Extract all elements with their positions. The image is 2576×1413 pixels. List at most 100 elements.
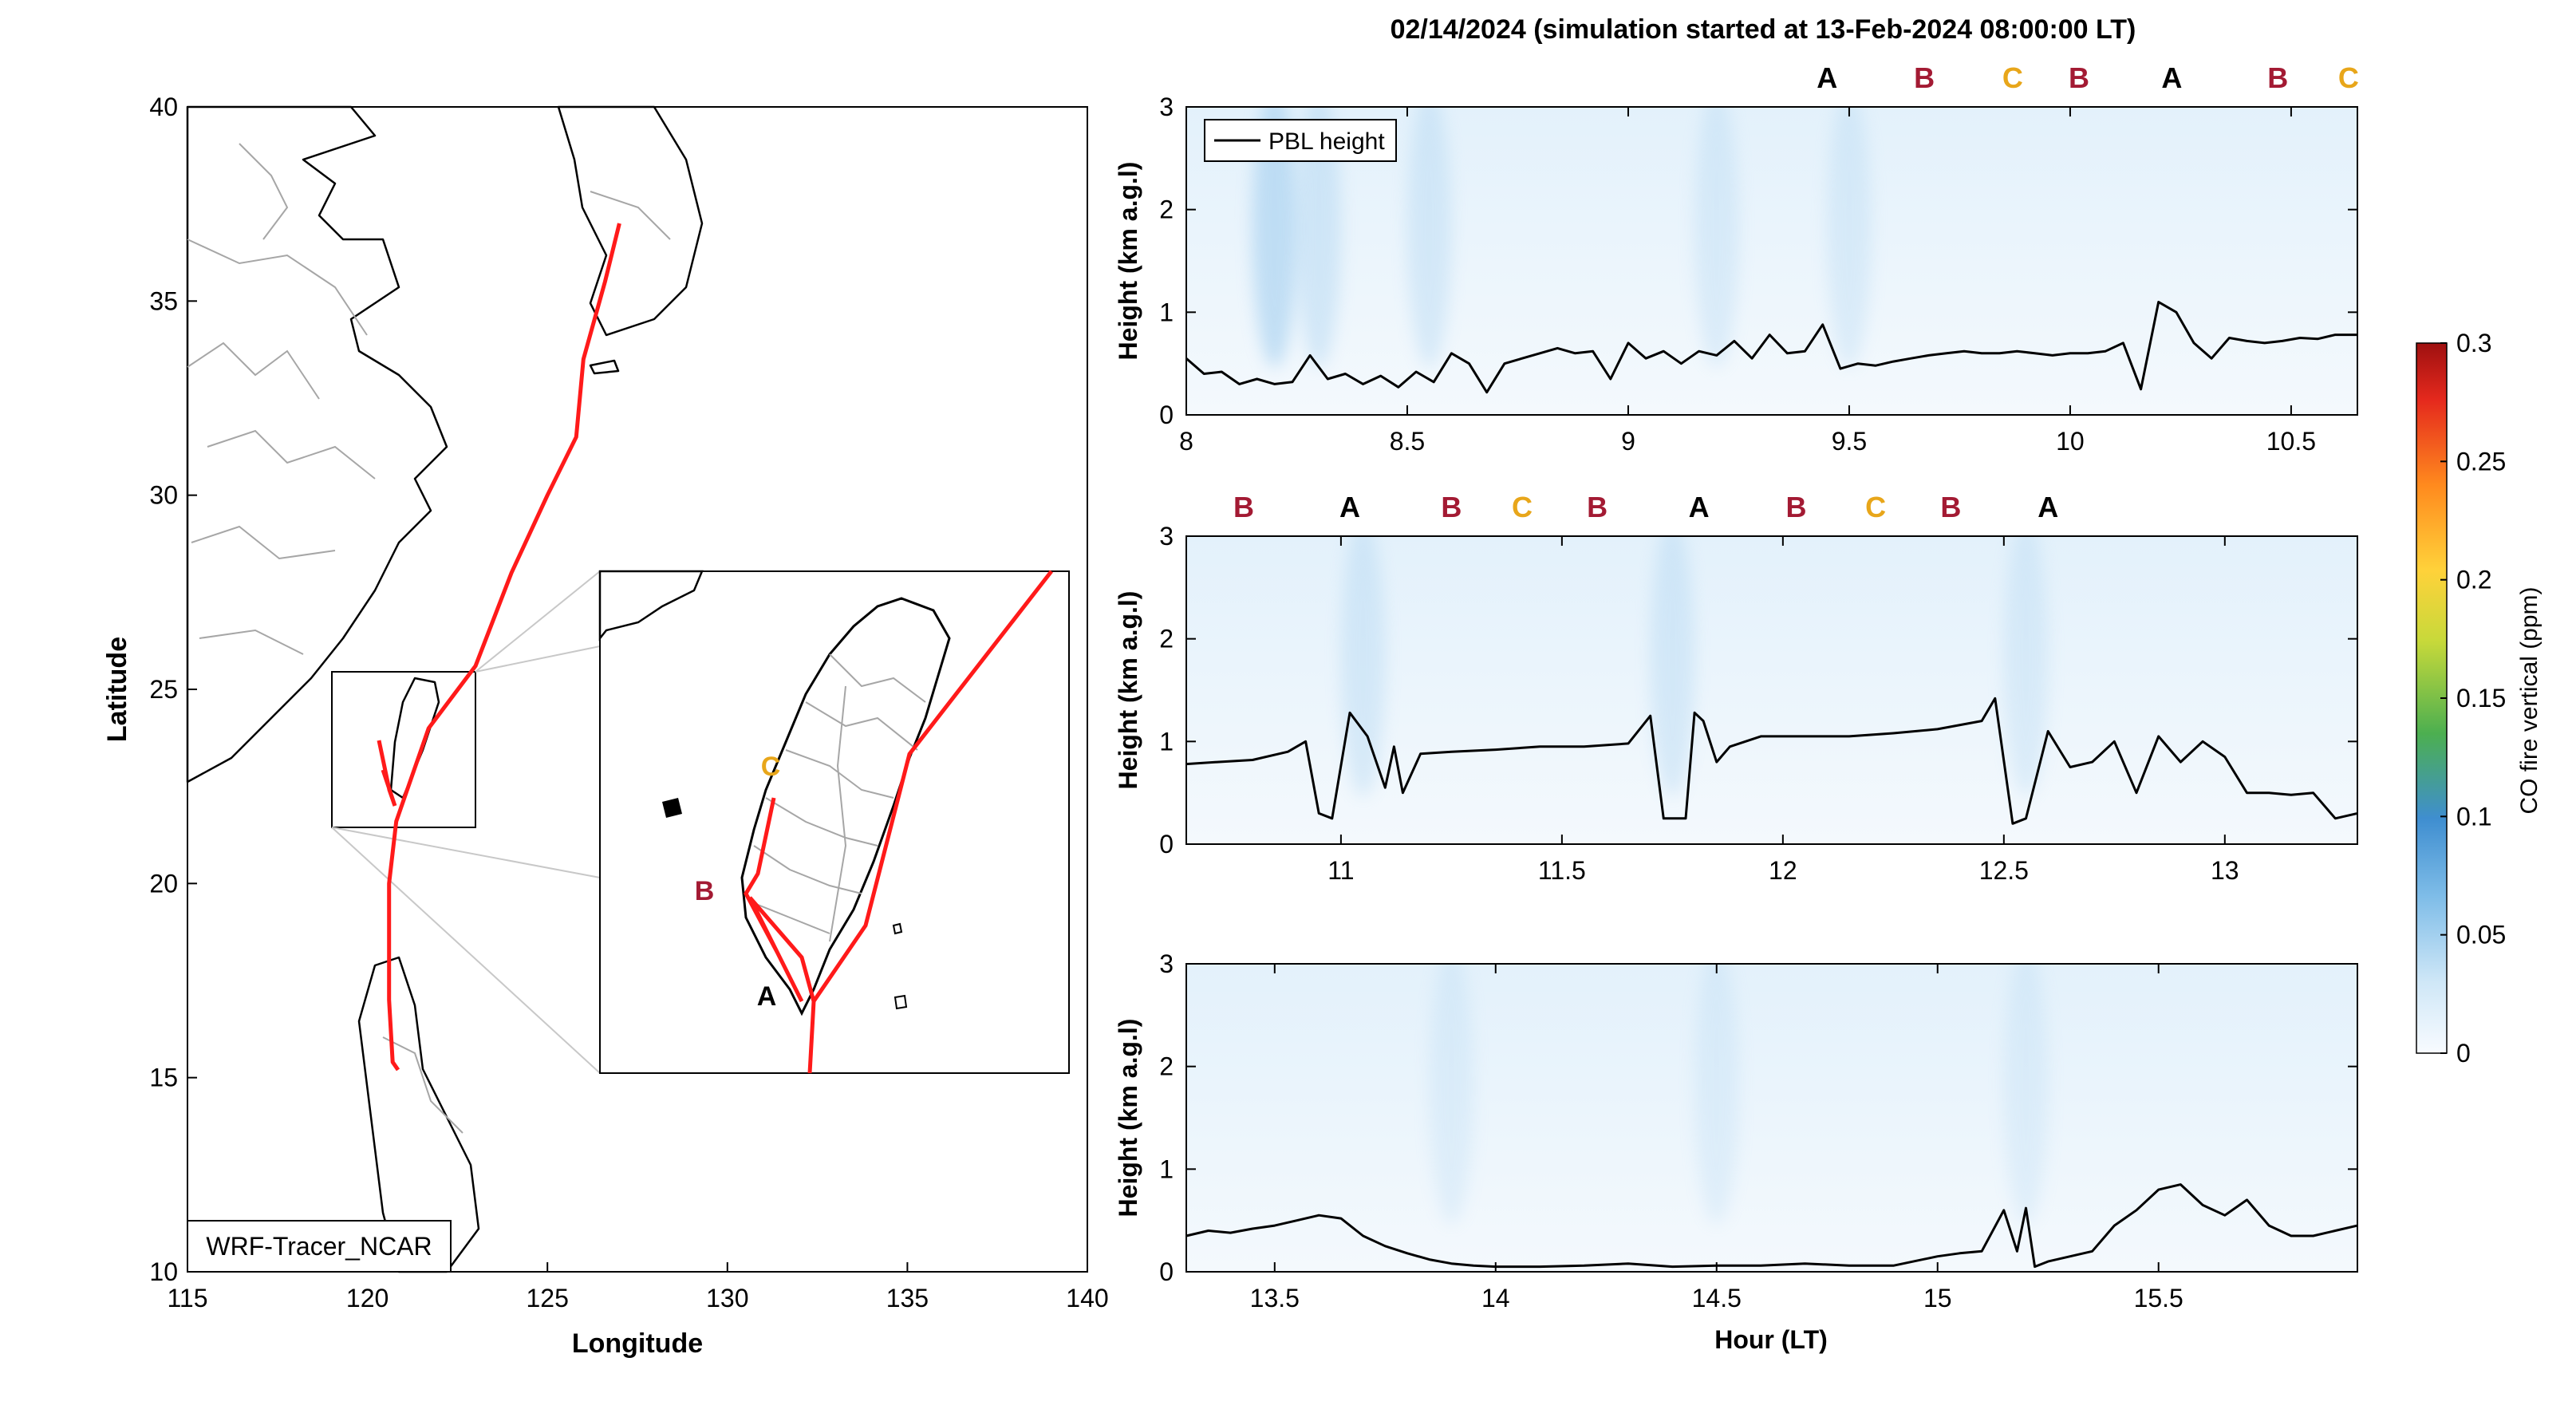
map-y-ticks: 10 15 20 25 30 35 40 xyxy=(149,93,197,1286)
ytick-label: 1 xyxy=(1159,1154,1174,1183)
site-marker-b: B xyxy=(2069,61,2089,94)
inset-taiwan-outline xyxy=(740,597,951,1016)
inset-label-b: B xyxy=(695,876,715,906)
inset-green-island xyxy=(892,922,903,935)
pbl-height-line xyxy=(1185,301,2357,394)
panel-ylabel: Height (km a.g.l) xyxy=(1114,1019,1142,1218)
inset-label-a: A xyxy=(757,981,777,1012)
site-marker-a: A xyxy=(1817,61,1837,94)
site-marker-a: A xyxy=(2161,61,2182,94)
model-label-box xyxy=(187,1220,452,1273)
map-ytick-label: 20 xyxy=(149,869,178,898)
site-marker-b: B xyxy=(1233,491,1254,523)
co-field-background xyxy=(1186,964,2357,1272)
site-marker-c: C xyxy=(2338,61,2359,94)
xtick-label: 15 xyxy=(1923,1284,1952,1312)
inset-track-east xyxy=(807,570,1053,1074)
co-plume xyxy=(1296,107,1342,368)
map-ytick-label: 40 xyxy=(149,93,178,121)
map-ylabel: Latitude xyxy=(102,637,132,742)
site-marker-a: A xyxy=(1689,491,1710,523)
taiwan-inset: C B A xyxy=(598,570,1070,1074)
colorbar-tick-label: 0.05 xyxy=(2456,921,2506,949)
panel-ylabel: Height (km a.g.l) xyxy=(1114,591,1142,790)
map-ytick-label: 30 xyxy=(149,481,178,510)
site-marker-b: B xyxy=(1785,491,1806,523)
xtick-label: 12.5 xyxy=(1979,856,2029,885)
xtick-label: 14.5 xyxy=(1692,1284,1742,1312)
inset-orchid-island xyxy=(894,994,908,1010)
zoom-connector-top xyxy=(475,570,601,673)
map-ytick-label: 25 xyxy=(149,675,178,704)
co-plume xyxy=(1340,536,1386,797)
panel-3: 13.5 14 14.5 15 15.5 0 1 2 3 Height (km a.g.l) xyxy=(1114,949,2358,1312)
ytick-label: 1 xyxy=(1159,727,1174,756)
xtick-label: 8.5 xyxy=(1390,427,1425,456)
pbl-legend: PBL height xyxy=(1204,119,1397,162)
panel-ylabel: Height (km a.g.l) xyxy=(1114,162,1142,361)
colorbar: 0 0.05 0.1 0.15 0.2 0.25 0.3 CO fire vertical … xyxy=(2416,329,2542,1068)
ytick-label: 2 xyxy=(1159,1052,1174,1081)
luzon-outline xyxy=(357,956,480,1273)
xtick-label: 15.5 xyxy=(2134,1284,2183,1312)
map-ytick-label: 15 xyxy=(149,1064,178,1092)
taiwan-zoom-box xyxy=(331,671,476,828)
panel-frame xyxy=(1185,535,2358,845)
co-plume xyxy=(2003,536,2049,797)
trajectory-loop xyxy=(377,740,397,807)
co-plume xyxy=(1694,107,1739,368)
xtick-label: 13.5 xyxy=(1250,1284,1300,1312)
xtick-label: 11.5 xyxy=(1538,856,1586,885)
colorbar-tick-label: 0.15 xyxy=(2456,684,2506,712)
map-xtick-label: 120 xyxy=(346,1284,389,1312)
trajectory-track xyxy=(387,223,621,1072)
model-label: WRF-Tracer_NCAR xyxy=(206,1232,432,1261)
xtick-label: 14 xyxy=(1481,1284,1510,1312)
map-coastlines xyxy=(186,105,704,1273)
ytick-label: 0 xyxy=(1159,830,1174,858)
pbl-height-line xyxy=(1185,1183,2358,1269)
site-marker-c: C xyxy=(2002,61,2023,94)
map-xtick-label: 140 xyxy=(1066,1284,1108,1312)
site-marker-b: B xyxy=(1587,491,1608,523)
jeju-outline xyxy=(589,359,620,375)
co-plume xyxy=(1429,964,1474,1225)
ytick-label: 0 xyxy=(1159,401,1174,429)
panel-frame xyxy=(1185,963,2358,1273)
figure-title: 02/14/2024 (simulation started at 13-Feb… xyxy=(1391,14,2136,45)
ytick-label: 2 xyxy=(1159,195,1174,224)
ytick-label: 2 xyxy=(1159,625,1174,653)
inset-county-borders xyxy=(749,653,926,942)
co-field xyxy=(1186,536,2357,844)
xtick-label: 9 xyxy=(1621,427,1635,456)
xtick-label: 8 xyxy=(1179,427,1193,456)
map-xtick-label: 130 xyxy=(706,1284,748,1312)
inset-penghu xyxy=(662,798,682,818)
map-xtick-label: 125 xyxy=(527,1284,569,1312)
map-xlabel: Longitude xyxy=(572,1328,703,1359)
inset-track-west xyxy=(744,797,816,1003)
site-marker-b: B xyxy=(1914,61,1935,94)
xtick-label: 11 xyxy=(1327,856,1354,885)
co-plume xyxy=(1406,107,1452,368)
korea-outline xyxy=(557,105,704,337)
colorbar-tick-label: 0.25 xyxy=(2456,447,2506,476)
co-plume xyxy=(1650,536,1695,797)
colorbar-ticks: 0 0.05 0.1 0.15 0.2 0.25 0.3 xyxy=(2440,329,2506,1068)
zoom-connector-bottom xyxy=(331,827,601,1074)
site-marker-c: C xyxy=(1865,491,1886,523)
site-marker-b: B xyxy=(1940,491,1961,523)
map-ytick-label: 10 xyxy=(149,1257,178,1286)
hour-xlabel: Hour (LT) xyxy=(1714,1325,1828,1354)
map-ytick-label: 35 xyxy=(149,286,178,315)
site-marker-a: A xyxy=(2038,491,2058,523)
site-marker-b: B xyxy=(1441,491,1462,523)
map-xtick-label: 135 xyxy=(886,1284,929,1312)
ytick-label: 0 xyxy=(1159,1257,1174,1286)
colorbar-label: CO fire vertical (ppm) xyxy=(2516,586,2542,814)
legend-label: PBL height xyxy=(1268,128,1385,155)
colorbar-tick-label: 0.3 xyxy=(2456,329,2491,357)
ytick-label: 3 xyxy=(1159,93,1174,121)
